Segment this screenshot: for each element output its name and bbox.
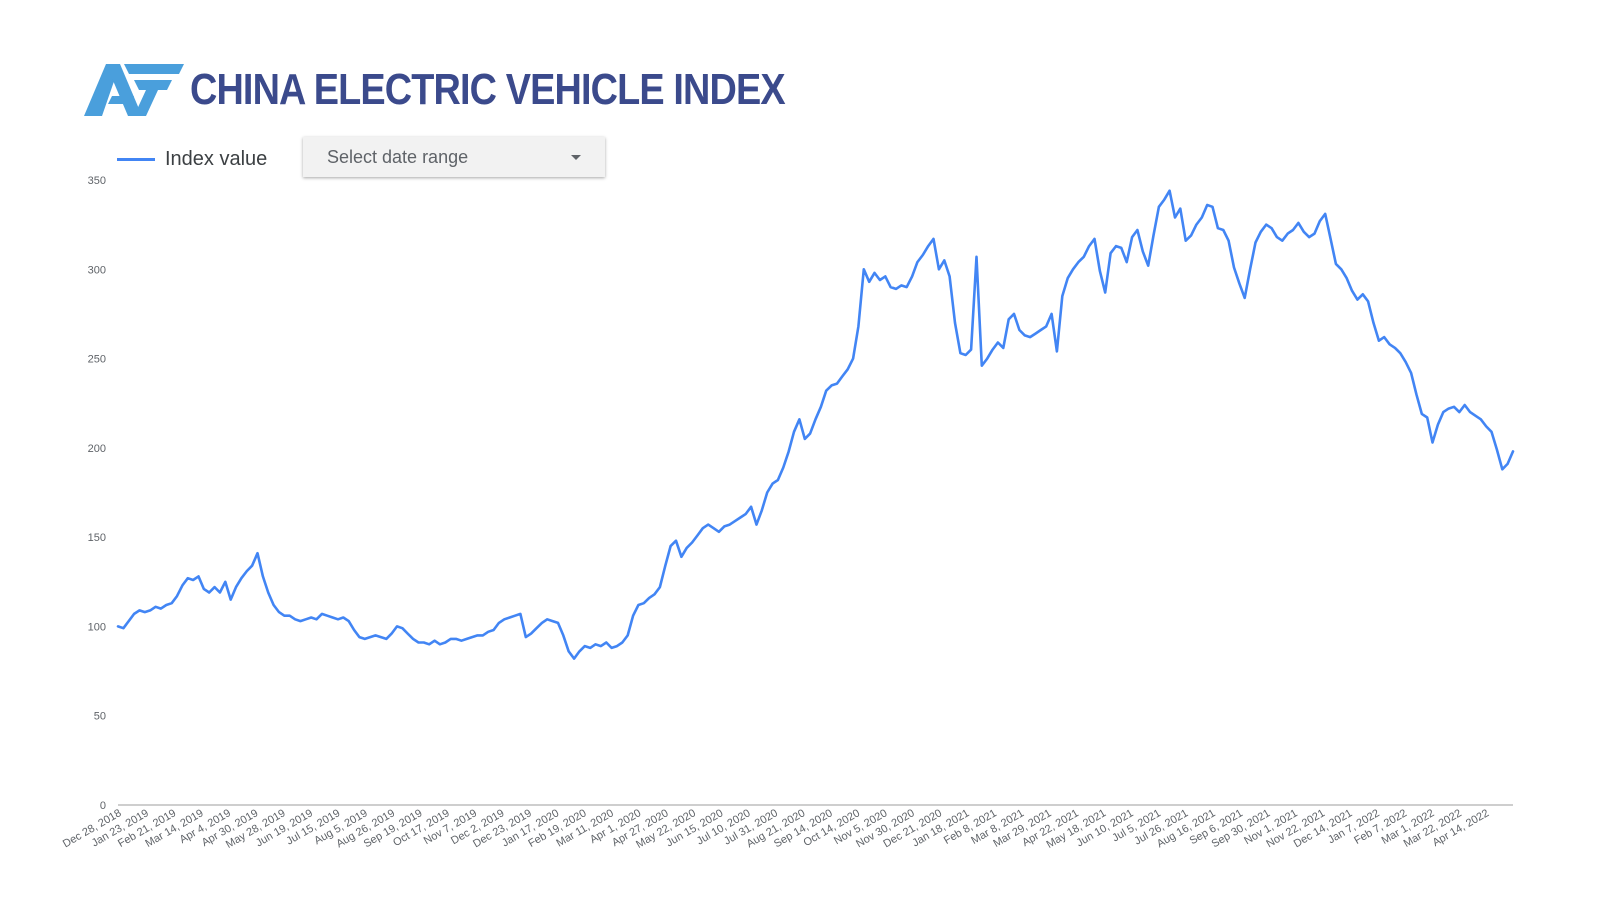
y-tick-label: 300 xyxy=(88,264,106,276)
date-range-dropdown[interactable]: Select date range xyxy=(303,137,605,177)
y-tick-label: 350 xyxy=(88,175,106,187)
y-tick-label: 50 xyxy=(94,711,106,723)
legend-swatch xyxy=(117,157,155,161)
af-logo-icon xyxy=(84,64,184,116)
legend-label: Index value xyxy=(165,147,268,170)
series-line-index-value xyxy=(116,189,1515,660)
y-tick-label: 100 xyxy=(88,621,106,633)
date-range-label: Select date range xyxy=(327,146,469,167)
chart-legend: Index value xyxy=(117,146,267,172)
page-title: CHINA ELECTRIC VEHICLE INDEX xyxy=(190,65,786,114)
y-tick-label: 250 xyxy=(88,354,106,366)
y-tick-label: 150 xyxy=(88,532,106,544)
caret-down-icon xyxy=(571,154,581,160)
y-tick-label: 0 xyxy=(100,800,106,812)
y-tick-label: 200 xyxy=(88,443,106,455)
